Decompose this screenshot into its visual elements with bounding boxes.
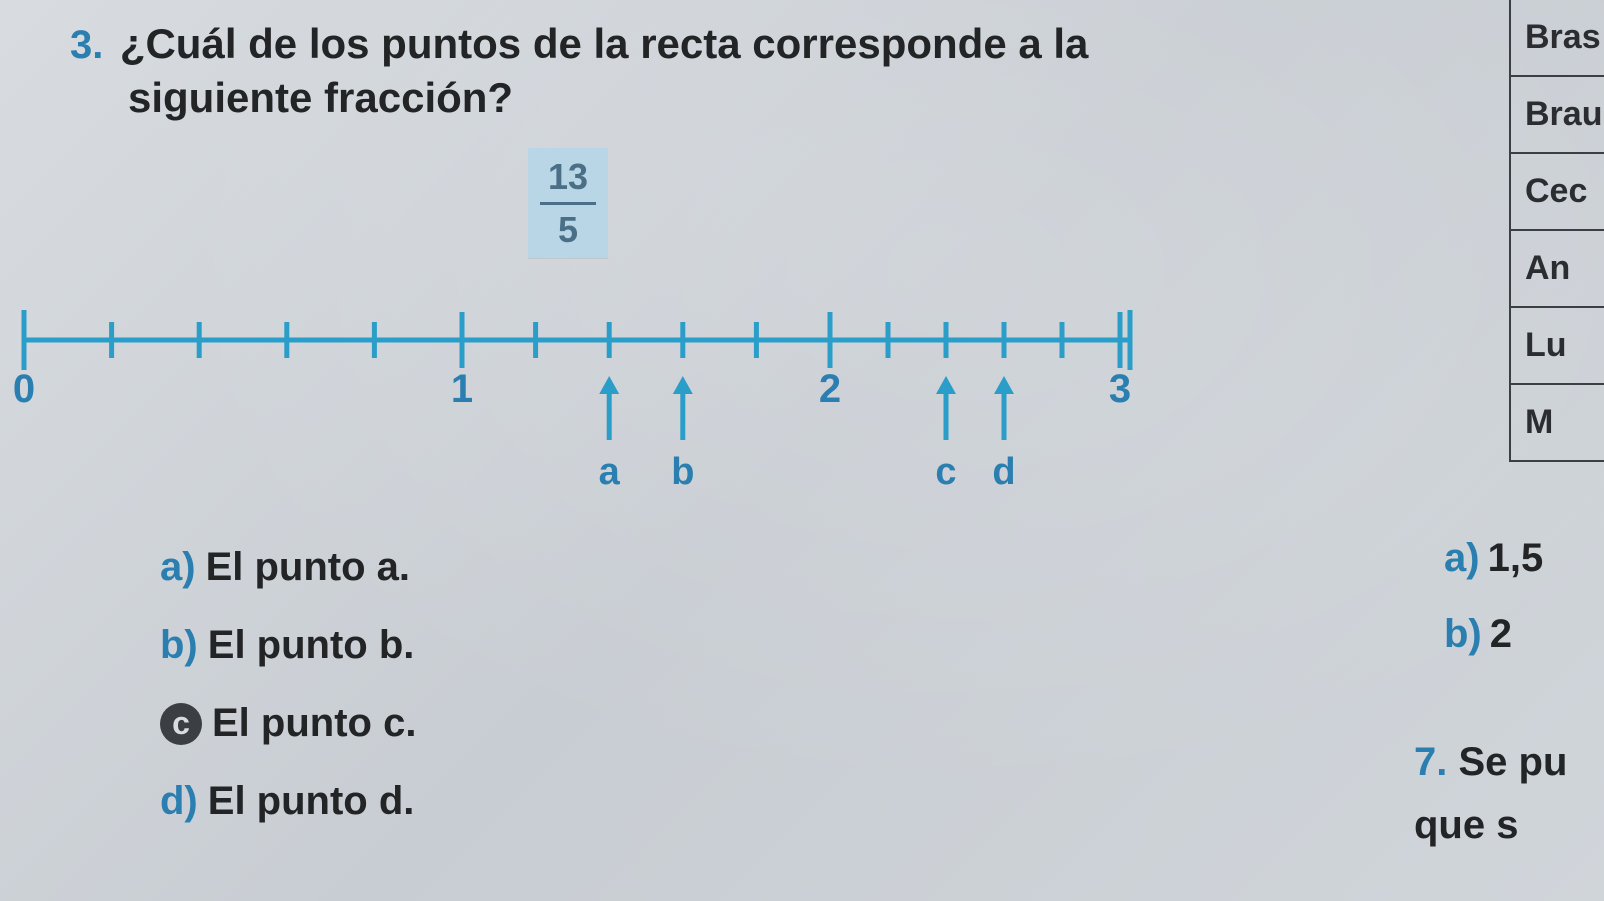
question-line-1: 3. ¿Cuál de los puntos de la recta corre…	[70, 20, 1120, 68]
right-row-0: Bras	[1511, 0, 1604, 77]
right-q7-number: 7.	[1414, 740, 1447, 784]
right-q7-text1: Se pu	[1458, 740, 1567, 784]
question-text-1: ¿Cuál de los puntos de la recta correspo…	[120, 20, 1089, 67]
right-option-b: b)2	[1444, 596, 1584, 672]
right-option-letter-a: a)	[1444, 536, 1480, 580]
option-c: cEl punto c.	[160, 686, 416, 760]
option-letter-c-selected: c	[160, 703, 202, 745]
right-row-2: Cec	[1511, 154, 1604, 231]
right-option-text-a: 1,5	[1488, 536, 1544, 580]
right-table: Bras Brau Cec An Lu M	[1509, 0, 1604, 462]
svg-text:d: d	[992, 451, 1015, 493]
right-question-7: 7. Se pu que s	[1414, 740, 1604, 848]
right-q7-line1: 7. Se pu	[1414, 740, 1604, 785]
option-text-d: El punto d.	[208, 779, 415, 823]
number-line-svg: 0123abcd	[0, 300, 1140, 480]
question-block: 3. ¿Cuál de los puntos de la recta corre…	[70, 20, 1120, 122]
option-text-c: El punto c.	[212, 701, 416, 745]
number-line: 0123abcd	[0, 300, 1140, 480]
right-row-1: Brau	[1511, 77, 1604, 154]
svg-text:a: a	[599, 451, 621, 493]
option-text-b: El punto b.	[208, 623, 415, 667]
right-option-letter-b: b)	[1444, 612, 1482, 656]
right-row-5: M	[1511, 385, 1604, 462]
svg-text:1: 1	[451, 367, 473, 411]
right-q7-text2: que s	[1414, 803, 1604, 848]
option-letter-d: d)	[160, 779, 198, 823]
svg-text:0: 0	[13, 367, 35, 411]
svg-text:c: c	[935, 451, 956, 493]
question-text-2: siguiente fracción?	[128, 74, 1120, 122]
option-letter-a: a)	[160, 545, 196, 589]
right-row-3: An	[1511, 231, 1604, 308]
fraction-box: 13 5	[528, 148, 608, 258]
fraction-denominator: 5	[558, 205, 578, 251]
right-row-4: Lu	[1511, 308, 1604, 385]
fraction-numerator: 13	[540, 156, 596, 205]
option-text-a: El punto a.	[206, 545, 410, 589]
option-a: a)El punto a.	[160, 530, 416, 604]
svg-text:3: 3	[1109, 367, 1131, 411]
right-page-fragment: Bras Brau Cec An Lu M a)1,5 b)2 7. Se pu…	[1444, 0, 1604, 901]
svg-text:2: 2	[819, 367, 841, 411]
svg-text:b: b	[671, 451, 694, 493]
option-letter-b: b)	[160, 623, 198, 667]
question-number: 3.	[70, 23, 103, 68]
option-b: b)El punto b.	[160, 608, 416, 682]
right-option-a: a)1,5	[1444, 520, 1584, 596]
answer-options: a)El punto a. b)El punto b. cEl punto c.…	[160, 530, 416, 842]
option-d: d)El punto d.	[160, 764, 416, 838]
right-answer-options: a)1,5 b)2	[1444, 520, 1584, 672]
right-option-text-b: 2	[1490, 612, 1512, 656]
